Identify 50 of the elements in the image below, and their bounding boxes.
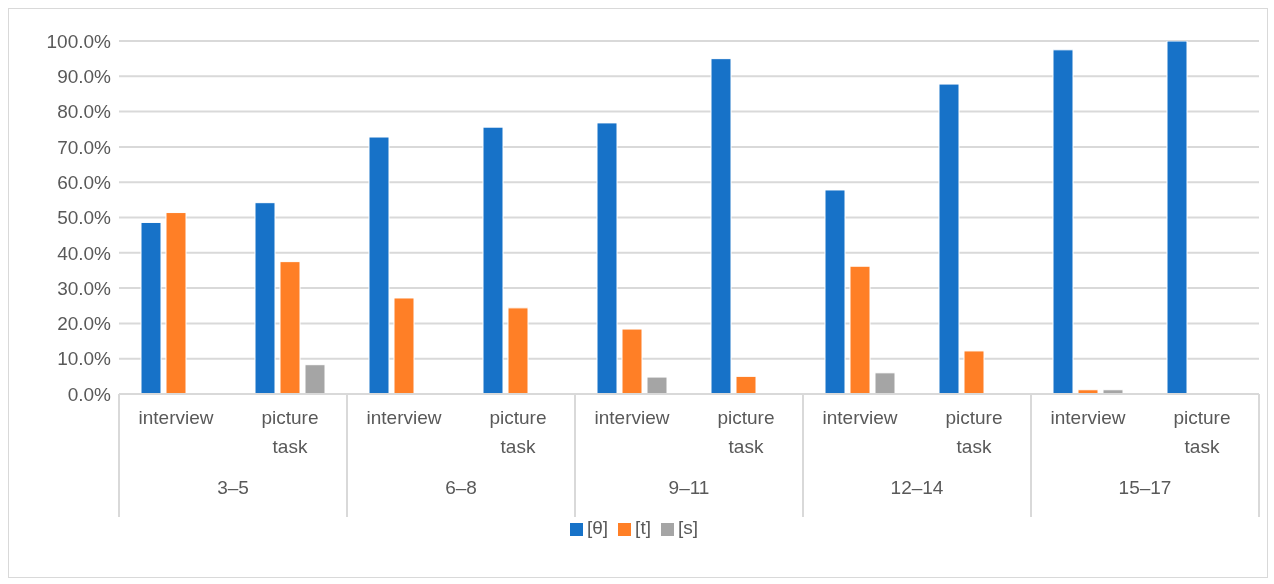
- y-tick-label: 70.0%: [57, 136, 112, 158]
- bar: [963, 350, 985, 394]
- bar: [140, 221, 162, 394]
- bar: [646, 376, 668, 394]
- text: 9–11: [668, 477, 710, 498]
- bar: [874, 372, 896, 394]
- y-tick-label: 30.0%: [57, 277, 112, 299]
- x-tick-label: interview: [1050, 407, 1126, 428]
- legend-label: [θ]: [586, 517, 609, 538]
- bar: [368, 136, 390, 394]
- x-tick-label: picture task: [945, 407, 1003, 457]
- bar: [710, 58, 732, 394]
- x-tick-label: picture task: [1173, 407, 1231, 457]
- bar: [849, 265, 871, 394]
- legend-label: [s]: [677, 517, 699, 538]
- bar: [1166, 41, 1188, 394]
- bar: [304, 364, 326, 394]
- text: 6–8: [445, 477, 477, 498]
- text: 3–5: [217, 477, 249, 498]
- bar: [507, 307, 529, 394]
- y-tick-label: 10.0%: [57, 348, 112, 370]
- bar: [596, 122, 618, 394]
- x-tick-label: interview: [366, 407, 442, 428]
- x-tick-label: picture task: [489, 407, 547, 457]
- bar: [393, 297, 415, 394]
- bar: [165, 212, 187, 394]
- x-tick-label: interview: [822, 407, 898, 428]
- bar: [482, 126, 504, 394]
- x-tick-label: picture task: [717, 407, 775, 457]
- bar: [938, 83, 960, 394]
- bar: [735, 375, 757, 394]
- bar: [254, 202, 276, 394]
- bar: [824, 189, 846, 394]
- bar: [1052, 49, 1074, 394]
- y-tick-label: 60.0%: [57, 171, 112, 193]
- text: 12–14: [890, 477, 944, 498]
- y-tick-label: 0.0%: [67, 383, 112, 405]
- y-tick-label: 40.0%: [57, 242, 112, 264]
- bar: [279, 261, 301, 394]
- legend-label: [t]: [635, 517, 651, 538]
- y-tick-label: 90.0%: [57, 66, 112, 88]
- y-tick-label: 50.0%: [57, 207, 112, 229]
- x-tick-label: interview: [594, 407, 670, 428]
- text: 15–17: [1118, 477, 1172, 498]
- bar: [621, 328, 643, 394]
- y-tick-label: 20.0%: [57, 313, 112, 335]
- x-tick-label: picture task: [261, 407, 319, 457]
- x-tick-label: interview: [138, 407, 214, 428]
- y-tick-label: 100.0%: [46, 30, 112, 52]
- y-tick-label: 80.0%: [57, 101, 112, 123]
